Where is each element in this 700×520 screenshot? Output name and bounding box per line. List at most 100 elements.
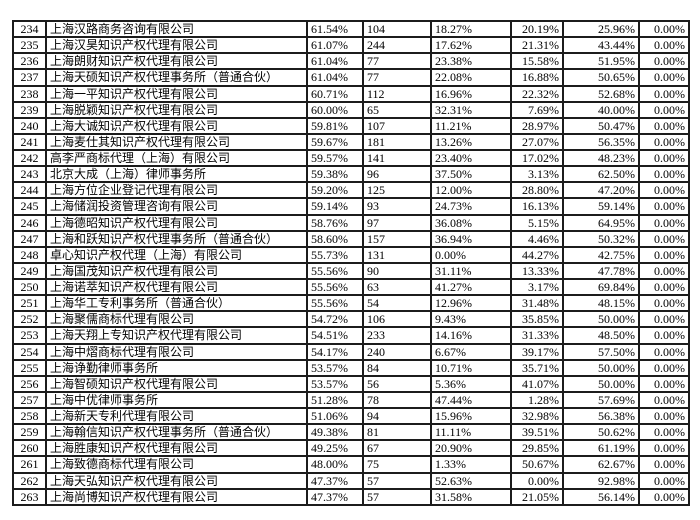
cell-percent-c: 15.58% bbox=[510, 52, 564, 71]
cell-percent-e: 0.00% bbox=[638, 439, 690, 458]
cell-count: 67 bbox=[362, 439, 432, 458]
cell-row-number: 263 bbox=[12, 487, 47, 507]
cell-percent-d: 56.35% bbox=[562, 132, 640, 152]
cell-percent-d: 56.38% bbox=[562, 406, 640, 426]
cell-percent-c: 3.17% bbox=[510, 277, 564, 297]
cell-percent-a: 61.04% bbox=[306, 68, 364, 87]
cell-percent-c: 3.13% bbox=[510, 165, 564, 184]
cell-percent-a: 54.51% bbox=[306, 326, 364, 345]
cell-percent-b: 37.50% bbox=[430, 165, 512, 184]
cell-company-name: 上海麦仕其知识产权代理有限公司 bbox=[45, 132, 308, 152]
table-row: 248 卓心知识产权代理（上海）有限公司 55.73% 131 0.00% 44… bbox=[12, 245, 690, 264]
cell-percent-d: 56.14% bbox=[562, 487, 640, 507]
cell-percent-a: 53.57% bbox=[306, 374, 364, 393]
cell-row-number: 236 bbox=[12, 52, 47, 71]
table-row: 238 上海一平知识产权代理有限公司 60.71% 112 16.96% 22.… bbox=[12, 84, 690, 103]
cell-company-name: 北京大成（上海）律师事务所 bbox=[45, 165, 308, 184]
cell-percent-e: 0.00% bbox=[638, 100, 690, 119]
table-row: 259 上海翰信知识产权代理事务所（普通合伙） 49.38% 81 11.11%… bbox=[12, 423, 690, 442]
table-row: 242 高李严商标代理（上海）有限公司 59.57% 141 23.40% 17… bbox=[12, 148, 690, 168]
cell-count: 97 bbox=[362, 213, 432, 232]
cell-percent-d: 50.65% bbox=[562, 68, 640, 87]
cell-percent-e: 0.00% bbox=[638, 261, 690, 281]
cell-percent-c: 0.00% bbox=[510, 471, 564, 490]
cell-percent-a: 59.67% bbox=[306, 132, 364, 152]
cell-percent-b: 52.63% bbox=[430, 471, 512, 490]
cell-row-number: 239 bbox=[12, 100, 47, 119]
cell-percent-c: 35.71% bbox=[510, 358, 564, 377]
cell-percent-d: 25.96% bbox=[562, 19, 640, 39]
cell-percent-c: 22.32% bbox=[510, 84, 564, 103]
table-row: 258 上海新天专利代理有限公司 51.06% 94 15.96% 32.98%… bbox=[12, 406, 690, 426]
cell-percent-a: 58.60% bbox=[306, 229, 364, 248]
table-row: 256 上海智硕知识产权代理有限公司 53.57% 56 5.36% 41.07… bbox=[12, 374, 690, 393]
cell-company-name: 上海中优律师事务所 bbox=[45, 390, 308, 410]
cell-percent-a: 59.57% bbox=[306, 148, 364, 168]
cell-percent-e: 0.00% bbox=[638, 84, 690, 103]
cell-percent-e: 0.00% bbox=[638, 358, 690, 377]
cell-percent-a: 53.57% bbox=[306, 358, 364, 377]
table-row: 257 上海中优律师事务所 51.28% 78 47.44% 1.28% 57.… bbox=[12, 390, 690, 410]
table-row: 244 上海方位企业登记代理有限公司 59.20% 125 12.00% 28.… bbox=[12, 181, 690, 200]
cell-company-name: 上海方位企业登记代理有限公司 bbox=[45, 181, 308, 200]
table-row: 263 上海尚博知识产权代理有限公司 47.37% 57 31.58% 21.0… bbox=[12, 487, 690, 507]
cell-row-number: 240 bbox=[12, 116, 47, 135]
table-row: 237 上海天硕知识产权代理事务所（普通合伙） 61.04% 77 22.08%… bbox=[12, 68, 690, 87]
cell-percent-a: 59.20% bbox=[306, 181, 364, 200]
cell-percent-c: 16.13% bbox=[510, 197, 564, 216]
table-row: 260 上海胜康知识产权代理有限公司 49.25% 67 20.90% 29.8… bbox=[12, 439, 690, 458]
cell-percent-e: 0.00% bbox=[638, 148, 690, 168]
cell-percent-c: 27.07% bbox=[510, 132, 564, 152]
cell-percent-c: 1.28% bbox=[510, 390, 564, 410]
table-row: 247 上海和跃知识产权代理事务所（普通合伙） 58.60% 157 36.94… bbox=[12, 229, 690, 248]
cell-company-name: 上海中熠商标代理有限公司 bbox=[45, 342, 308, 361]
cell-count: 77 bbox=[362, 52, 432, 71]
cell-percent-e: 0.00% bbox=[638, 277, 690, 297]
cell-row-number: 245 bbox=[12, 197, 47, 216]
cell-row-number: 246 bbox=[12, 213, 47, 232]
table-row: 245 上海储润投资管理咨询有限公司 59.14% 93 24.73% 16.1… bbox=[12, 197, 690, 216]
table-row: 241 上海麦仕其知识产权代理有限公司 59.67% 181 13.26% 27… bbox=[12, 132, 690, 152]
cell-percent-e: 0.00% bbox=[638, 213, 690, 232]
cell-percent-b: 15.96% bbox=[430, 406, 512, 426]
cell-percent-d: 57.50% bbox=[562, 342, 640, 361]
cell-count: 56 bbox=[362, 374, 432, 393]
table-row: 243 北京大成（上海）律师事务所 59.38% 96 37.50% 3.13%… bbox=[12, 165, 690, 184]
cell-percent-d: 92.98% bbox=[562, 471, 640, 490]
cell-company-name: 上海智硕知识产权代理有限公司 bbox=[45, 374, 308, 393]
cell-percent-b: 0.00% bbox=[430, 245, 512, 264]
cell-percent-c: 4.46% bbox=[510, 229, 564, 248]
cell-company-name: 上海储润投资管理咨询有限公司 bbox=[45, 197, 308, 216]
cell-count: 57 bbox=[362, 471, 432, 490]
cell-percent-a: 60.00% bbox=[306, 100, 364, 119]
cell-percent-c: 39.17% bbox=[510, 342, 564, 361]
cell-percent-b: 10.71% bbox=[430, 358, 512, 377]
cell-percent-e: 0.00% bbox=[638, 326, 690, 345]
cell-percent-b: 11.11% bbox=[430, 423, 512, 442]
cell-percent-e: 0.00% bbox=[638, 19, 690, 39]
cell-percent-d: 69.84% bbox=[562, 277, 640, 297]
cell-percent-a: 61.54% bbox=[306, 19, 364, 39]
table-row: 250 上海诺萃知识产权代理有限公司 55.56% 63 41.27% 3.17… bbox=[12, 277, 690, 297]
cell-percent-b: 24.73% bbox=[430, 197, 512, 216]
cell-count: 77 bbox=[362, 68, 432, 87]
cell-row-number: 237 bbox=[12, 68, 47, 87]
cell-company-name: 上海国茂知识产权代理有限公司 bbox=[45, 261, 308, 281]
cell-percent-c: 28.80% bbox=[510, 181, 564, 200]
cell-percent-c: 7.69% bbox=[510, 100, 564, 119]
cell-company-name: 上海天硕知识产权代理事务所（普通合伙） bbox=[45, 68, 308, 87]
cell-count: 125 bbox=[362, 181, 432, 200]
cell-percent-e: 0.00% bbox=[638, 132, 690, 152]
cell-count: 244 bbox=[362, 36, 432, 55]
cell-company-name: 上海大诚知识产权代理有限公司 bbox=[45, 116, 308, 135]
cell-count: 240 bbox=[362, 342, 432, 361]
cell-count: 94 bbox=[362, 406, 432, 426]
cell-count: 84 bbox=[362, 358, 432, 377]
cell-row-number: 241 bbox=[12, 132, 47, 152]
cell-percent-b: 13.26% bbox=[430, 132, 512, 152]
cell-row-number: 260 bbox=[12, 439, 47, 458]
cell-percent-b: 1.33% bbox=[430, 455, 512, 474]
cell-count: 104 bbox=[362, 19, 432, 39]
cell-count: 93 bbox=[362, 197, 432, 216]
cell-company-name: 上海诤勤律师事务所 bbox=[45, 358, 308, 377]
